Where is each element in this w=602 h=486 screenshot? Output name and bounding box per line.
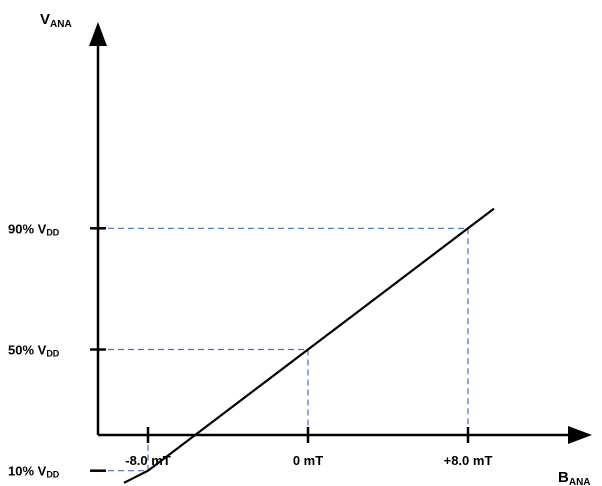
axes bbox=[89, 22, 592, 444]
guide-lines bbox=[98, 227, 469, 472]
y-axis-label: VANA bbox=[40, 11, 72, 30]
series bbox=[123, 207, 495, 484]
y-tick-label-0: 10% VDD bbox=[8, 464, 60, 480]
x-axis-arrow bbox=[568, 426, 592, 444]
x-tick-label-0: -8.0 mT bbox=[125, 453, 171, 468]
ticks: -8.0 mT 0 mT +8.0 mT 10% VDD 50% VDD 90% VDD bbox=[8, 221, 492, 479]
x-tick-label-2: +8.0 mT bbox=[444, 453, 493, 468]
y-tick-label-1: 50% VDD bbox=[8, 343, 60, 359]
x-tick-label-1: 0 mT bbox=[293, 453, 323, 468]
y-tick-label-2: 90% VDD bbox=[8, 221, 60, 237]
series-line-0 bbox=[123, 207, 495, 484]
y-axis-arrow bbox=[89, 22, 107, 46]
x-axis-label: BANA bbox=[558, 469, 591, 486]
